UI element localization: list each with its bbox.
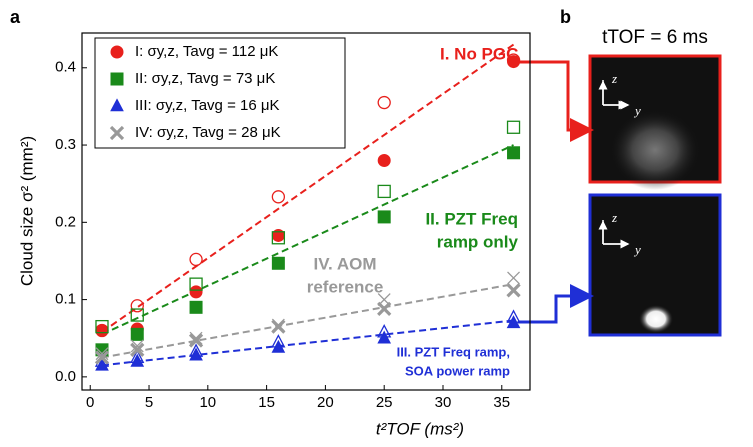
x-tick-label: 0 xyxy=(86,394,94,411)
x-tick-label: 25 xyxy=(376,394,393,411)
data-point xyxy=(130,353,145,367)
legend-symbol xyxy=(110,45,124,59)
image-axis-label: y xyxy=(633,242,641,257)
annotation: II. PZT Freq xyxy=(425,209,518,228)
data-point xyxy=(377,184,391,199)
legend-label: IV: σy,z, Tavg = 28 μK xyxy=(135,124,281,141)
data-point xyxy=(377,210,391,224)
data-point xyxy=(130,327,144,341)
panel-label: a xyxy=(10,7,21,27)
data-point xyxy=(506,315,521,329)
data-point xyxy=(189,277,203,291)
data-point xyxy=(507,271,520,285)
legend-symbol xyxy=(110,98,124,112)
legend-symbol xyxy=(110,72,124,86)
fit-line xyxy=(101,144,514,336)
plot-frame xyxy=(81,32,531,391)
image-axis-label: z xyxy=(611,210,617,225)
y-tick-label: 0.4 xyxy=(55,59,76,76)
fit-line xyxy=(101,283,514,359)
annotation: III. PZT Freq ramp, xyxy=(397,344,510,359)
x-tick-label: 35 xyxy=(493,394,510,411)
y-tick-label: 0.1 xyxy=(55,291,76,308)
data-point xyxy=(271,190,286,204)
data-point xyxy=(189,285,203,299)
data-point xyxy=(189,331,203,345)
data-point xyxy=(506,120,521,134)
data-point xyxy=(95,319,109,334)
fit-line xyxy=(101,43,515,333)
data-point xyxy=(507,55,521,69)
data-point xyxy=(377,301,392,316)
data-point xyxy=(271,256,285,270)
x-tick-label: 20 xyxy=(317,394,334,411)
x-tick-label: 30 xyxy=(435,394,452,411)
data-point xyxy=(95,324,109,337)
data-point xyxy=(95,347,109,361)
x-axis-label: t²TOF (ms²) xyxy=(376,419,464,438)
data-point xyxy=(94,350,110,365)
data-point xyxy=(271,339,286,353)
x-tick-label: 5 xyxy=(145,394,153,411)
y-tick-label: 0.2 xyxy=(55,213,76,230)
data-point xyxy=(377,154,391,167)
data-point xyxy=(130,299,144,313)
panel-label: b xyxy=(560,7,571,27)
image-axis-label: z xyxy=(611,71,617,86)
annotation: SOA power ramp xyxy=(405,363,510,378)
data-point xyxy=(506,283,521,298)
data-point xyxy=(189,252,203,267)
data-point xyxy=(189,300,203,314)
data-point xyxy=(188,333,204,348)
data-point xyxy=(271,319,286,334)
data-point xyxy=(95,357,109,371)
annotation: I. No PGC xyxy=(440,44,518,63)
image-title: tTOF = 6 ms xyxy=(602,27,708,48)
connector-arrow xyxy=(518,284,594,324)
annotation: reference xyxy=(307,277,384,296)
x-tick-label: 15 xyxy=(258,394,275,411)
legend-label: III: σy,z, Tavg = 16 μK xyxy=(135,97,280,114)
data-point xyxy=(130,308,144,322)
annotation: ramp only xyxy=(437,232,519,251)
legend-box xyxy=(94,37,346,149)
y-tick-label: 0.3 xyxy=(55,136,76,153)
data-point xyxy=(130,342,145,357)
data-point xyxy=(377,330,392,344)
annotation: IV. AOM xyxy=(314,254,377,273)
data-point xyxy=(271,231,286,245)
legend-symbol xyxy=(109,125,125,141)
y-tick-label: 0.0 xyxy=(55,368,76,385)
y-axis-label: Cloud size σ² (mm²) xyxy=(17,136,36,286)
fit-line xyxy=(101,319,514,367)
data-point xyxy=(507,146,521,160)
data-point xyxy=(189,347,203,361)
connector-arrow xyxy=(518,60,594,142)
legend-label: I: σy,z, Tavg = 112 μK xyxy=(135,43,278,60)
cloud-image xyxy=(610,110,700,190)
image-axis-label: y xyxy=(633,103,641,118)
x-tick-label: 10 xyxy=(199,394,216,411)
data-point xyxy=(377,95,391,110)
legend-label: II: σy,z, Tavg = 73 μK xyxy=(135,70,275,87)
cloud-image xyxy=(639,305,673,333)
data-point xyxy=(130,339,144,353)
